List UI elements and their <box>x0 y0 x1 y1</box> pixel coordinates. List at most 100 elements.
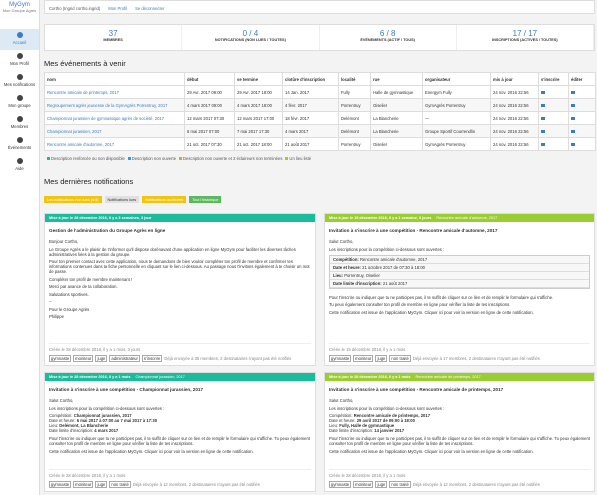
legend-swatch <box>127 157 131 160</box>
legend-text: Description non ouverte et 2 éclaireurs … <box>183 156 283 161</box>
cell-text: 24 nov. 2016 22:56 <box>493 141 529 147</box>
field-label: Compétition: <box>329 413 353 418</box>
tag: juge <box>375 355 388 362</box>
cell: Porrentruy <box>338 137 371 151</box>
tag: non traité <box>389 355 411 362</box>
card-text: Tu peux également consulter ton profil d… <box>329 302 511 307</box>
filter-badge[interactable]: Tout l'historique <box>189 196 222 203</box>
tag: non traité <box>389 481 411 488</box>
tag: gymnaste <box>329 481 352 488</box>
event-link[interactable]: Regroupement agrès jeunesse de la GymAgr… <box>47 102 168 108</box>
cell: Rencontre amicale d'automne, 2017 <box>44 137 185 151</box>
register-icon[interactable] <box>541 116 545 120</box>
event-row: Regroupement agrès jeunesse de la GymAgr… <box>44 98 596 112</box>
cell: 4 mars 2017 09:00 <box>184 98 235 112</box>
card-text: Le Groupe Agrès a le plaisir de t'inform… <box>49 246 296 257</box>
nav-item[interactable]: Mon Profil <box>0 50 39 71</box>
detail-row: Date limite d'inscription: 21 août 2017 <box>330 279 589 288</box>
tag: gymnaste <box>329 355 352 362</box>
stat-label: INSCRIPTIONS (ACTIVES / TOUTES) <box>492 38 558 42</box>
field-row: Compétition: Rencontre amicale de printe… <box>329 413 590 418</box>
cell: Porrentruy <box>338 98 371 112</box>
filter-badge[interactable]: Notifications lues <box>104 196 140 203</box>
card-footer: Créée le 28 décembre 2016, il y a 1 mois… <box>49 343 311 362</box>
cell-text: 24 nov. 2016 22:56 <box>493 89 529 95</box>
event-link[interactable]: Rencontre amicale de printemps, 2017 <box>47 89 119 95</box>
register-icon[interactable] <box>541 142 545 146</box>
card-footnote: Déjà envoyée à 17 membres, 2 destinatair… <box>412 356 540 361</box>
card-body: Invitation à s'inscrire à une compétitio… <box>325 222 594 315</box>
nav-item[interactable]: Événements <box>0 134 39 155</box>
column-header: nom <box>44 72 185 86</box>
cell: 24 nov. 2016 22:56 <box>490 85 539 99</box>
cell-text: 7 mai 2017 17:30 <box>237 128 270 134</box>
card-text: Cette notification est issue de l'applic… <box>329 448 534 454</box>
cell-text: Delémont <box>341 128 359 134</box>
cell-text: — <box>425 115 430 121</box>
cell-text: Fully <box>341 89 350 95</box>
nav-label: Membres <box>10 124 29 129</box>
legend-text: Un lieu listé <box>289 156 312 161</box>
cell: GymAgrès Porrentruy <box>422 137 491 151</box>
card-body: Invitation à s'inscrire à une compétitio… <box>325 381 594 454</box>
legend-text: Description renforcée ou non disponible <box>51 156 125 161</box>
edit-icon[interactable] <box>571 116 575 120</box>
nav-item[interactable]: Accueil <box>0 29 39 50</box>
edit-icon[interactable] <box>571 129 575 133</box>
tag: moniteur <box>73 355 94 362</box>
register-icon[interactable] <box>541 129 545 133</box>
cell <box>568 85 596 99</box>
nav-icon <box>16 137 23 143</box>
field-row: Date limite d'inscription: 4 mars 2017 <box>49 428 311 433</box>
card-text: Pour ton premier contact avec cette appl… <box>49 259 310 274</box>
nav-item[interactable]: Aide <box>0 155 39 176</box>
nav-item[interactable]: Mes notifications <box>0 71 39 92</box>
card-footnote: Déjà envoyée à 12 membres, 2 destinatair… <box>132 482 260 487</box>
cell-text: 4 mars 2017 09:00 <box>187 102 222 108</box>
filter-badge[interactable]: Les notifications non lues (4/4) <box>44 196 102 203</box>
card-created: Créée le 28 décembre 2016, il y a 1 mois <box>49 473 126 478</box>
field-row: Date limite d'inscription: 14 janvier 20… <box>329 428 590 433</box>
cell-text: La Blancherie <box>373 128 399 134</box>
event-link[interactable]: Championnat jurassien de gymnastique agr… <box>47 115 165 121</box>
filter-badge[interactable]: Notifications archivées <box>142 196 187 203</box>
cell: 7 mai 2017 17:30 <box>234 124 283 138</box>
edit-icon[interactable] <box>571 103 575 107</box>
cell-text: 4 mars 2017 <box>285 128 309 134</box>
register-icon[interactable] <box>541 103 545 107</box>
cell <box>538 98 569 112</box>
card-footer: Créée le 28 décembre 2016, il y a 1 mois… <box>329 469 590 488</box>
cell-text: Oiselier <box>373 102 388 108</box>
notifications-title: Mes dernières notifications <box>44 177 134 186</box>
field-row: Date et heure: 6 mai 2017 à 07:00 au 7 m… <box>49 418 311 423</box>
card-date: Mise à jour le 28 décembre 2016, il y a … <box>329 375 411 379</box>
cell: Halle de gymnastique <box>370 85 423 99</box>
cell-text: 12 mars 2017 07:30 <box>187 115 225 121</box>
card-created: Créée le 28 décembre 2016, il y a 1 mois <box>329 473 406 478</box>
nav-icon <box>16 74 23 80</box>
tag: moniteur <box>353 355 374 362</box>
card-date: Mise à jour le 28 décembre 2016, il y a … <box>49 375 131 379</box>
edit-icon[interactable] <box>571 90 575 94</box>
edit-icon[interactable] <box>571 142 575 146</box>
nav-item[interactable]: Membres <box>0 113 39 134</box>
filters: Les notifications non lues (4/4) Notifica… <box>44 196 224 203</box>
column-header: se termine <box>234 72 283 86</box>
profile-link[interactable]: Mon Profil <box>108 6 128 11</box>
field-value: Fully, Halle de gymnastique <box>339 423 395 428</box>
event-row: Rencontre amicale d'automne, 2017 21 oct.… <box>44 137 596 151</box>
card-header: Mise à jour le 15 décembre 2016, il y a … <box>325 214 594 222</box>
logout-link[interactable]: Se déconnecter <box>135 6 165 11</box>
stat: 6 / 8 ÉVÉNEMENTS (ACTIF / TOUS) <box>320 25 457 50</box>
detail-value: 21 octobre 2017 de 07:30 à 18:00 <box>362 264 425 270</box>
cell-text: Porrentruy <box>341 102 361 108</box>
field-label: Compétition: <box>49 413 73 418</box>
topbar: Cortho (Ingrid cortho.ingrid) Mon Profil S… <box>44 0 595 14</box>
nav-item[interactable]: Mon groupe <box>0 92 39 113</box>
register-icon[interactable] <box>541 90 545 94</box>
event-link[interactable]: Rencontre amicale d'automne, 2017 <box>47 141 115 147</box>
card-event: Rencontre amicale de printemps, 2017 <box>415 375 481 379</box>
event-link[interactable]: Championnat jurassien, 2017 <box>47 128 102 134</box>
legend-text: Description non ouverte <box>131 156 177 161</box>
nav-icon <box>16 53 23 59</box>
